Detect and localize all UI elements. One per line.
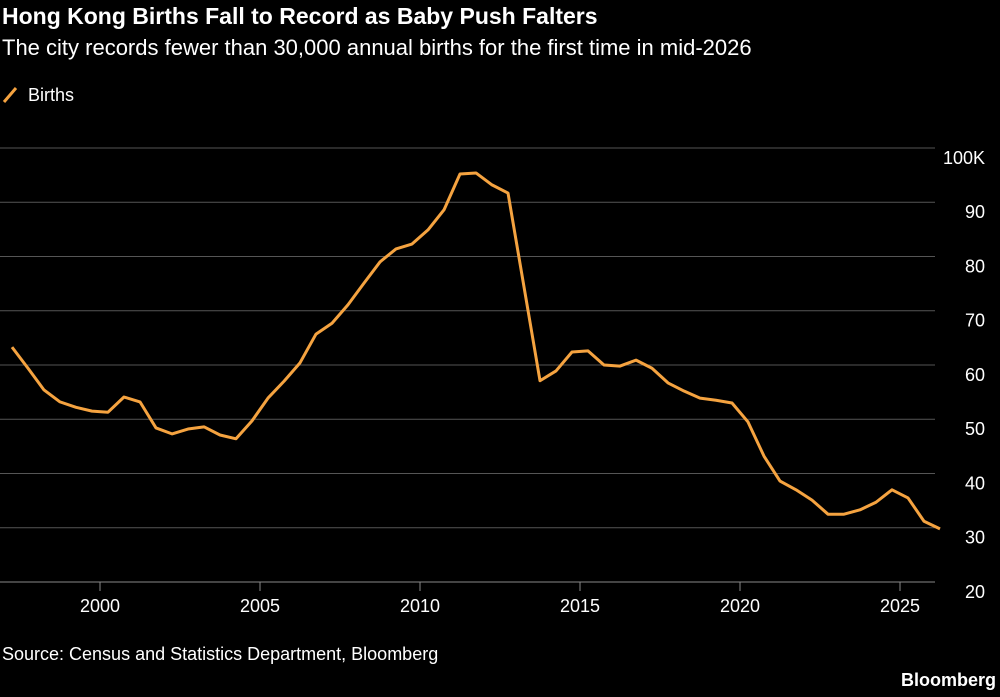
x-tick-label: 2025 [880,596,920,616]
y-tick-label: 90 [965,202,985,222]
x-tick-label: 2010 [400,596,440,616]
y-tick-label: 70 [965,311,985,331]
y-tick-label: 20 [965,582,985,602]
legend-swatch [2,87,18,103]
legend-label: Births [28,85,74,105]
y-tick-label: 30 [965,528,985,548]
y-tick-label: 100K [943,148,985,168]
x-tick-label: 2000 [80,596,120,616]
y-tick-label: 80 [965,256,985,276]
y-tick-label: 40 [965,473,985,493]
y-tick-label: 60 [965,365,985,385]
brand: Bloomberg [901,670,996,690]
x-tick-label: 2020 [720,596,760,616]
source: Source: Census and Statistics Department… [2,644,438,664]
chart-title: Hong Kong Births Fall to Record as Baby … [2,3,598,29]
line [10,171,941,531]
y-tick-label: 50 [965,419,985,439]
x-tick-label: 2005 [240,596,280,616]
chart-subtitle: The city records fewer than 30,000 annua… [2,35,752,60]
x-tick-label: 2015 [560,596,600,616]
